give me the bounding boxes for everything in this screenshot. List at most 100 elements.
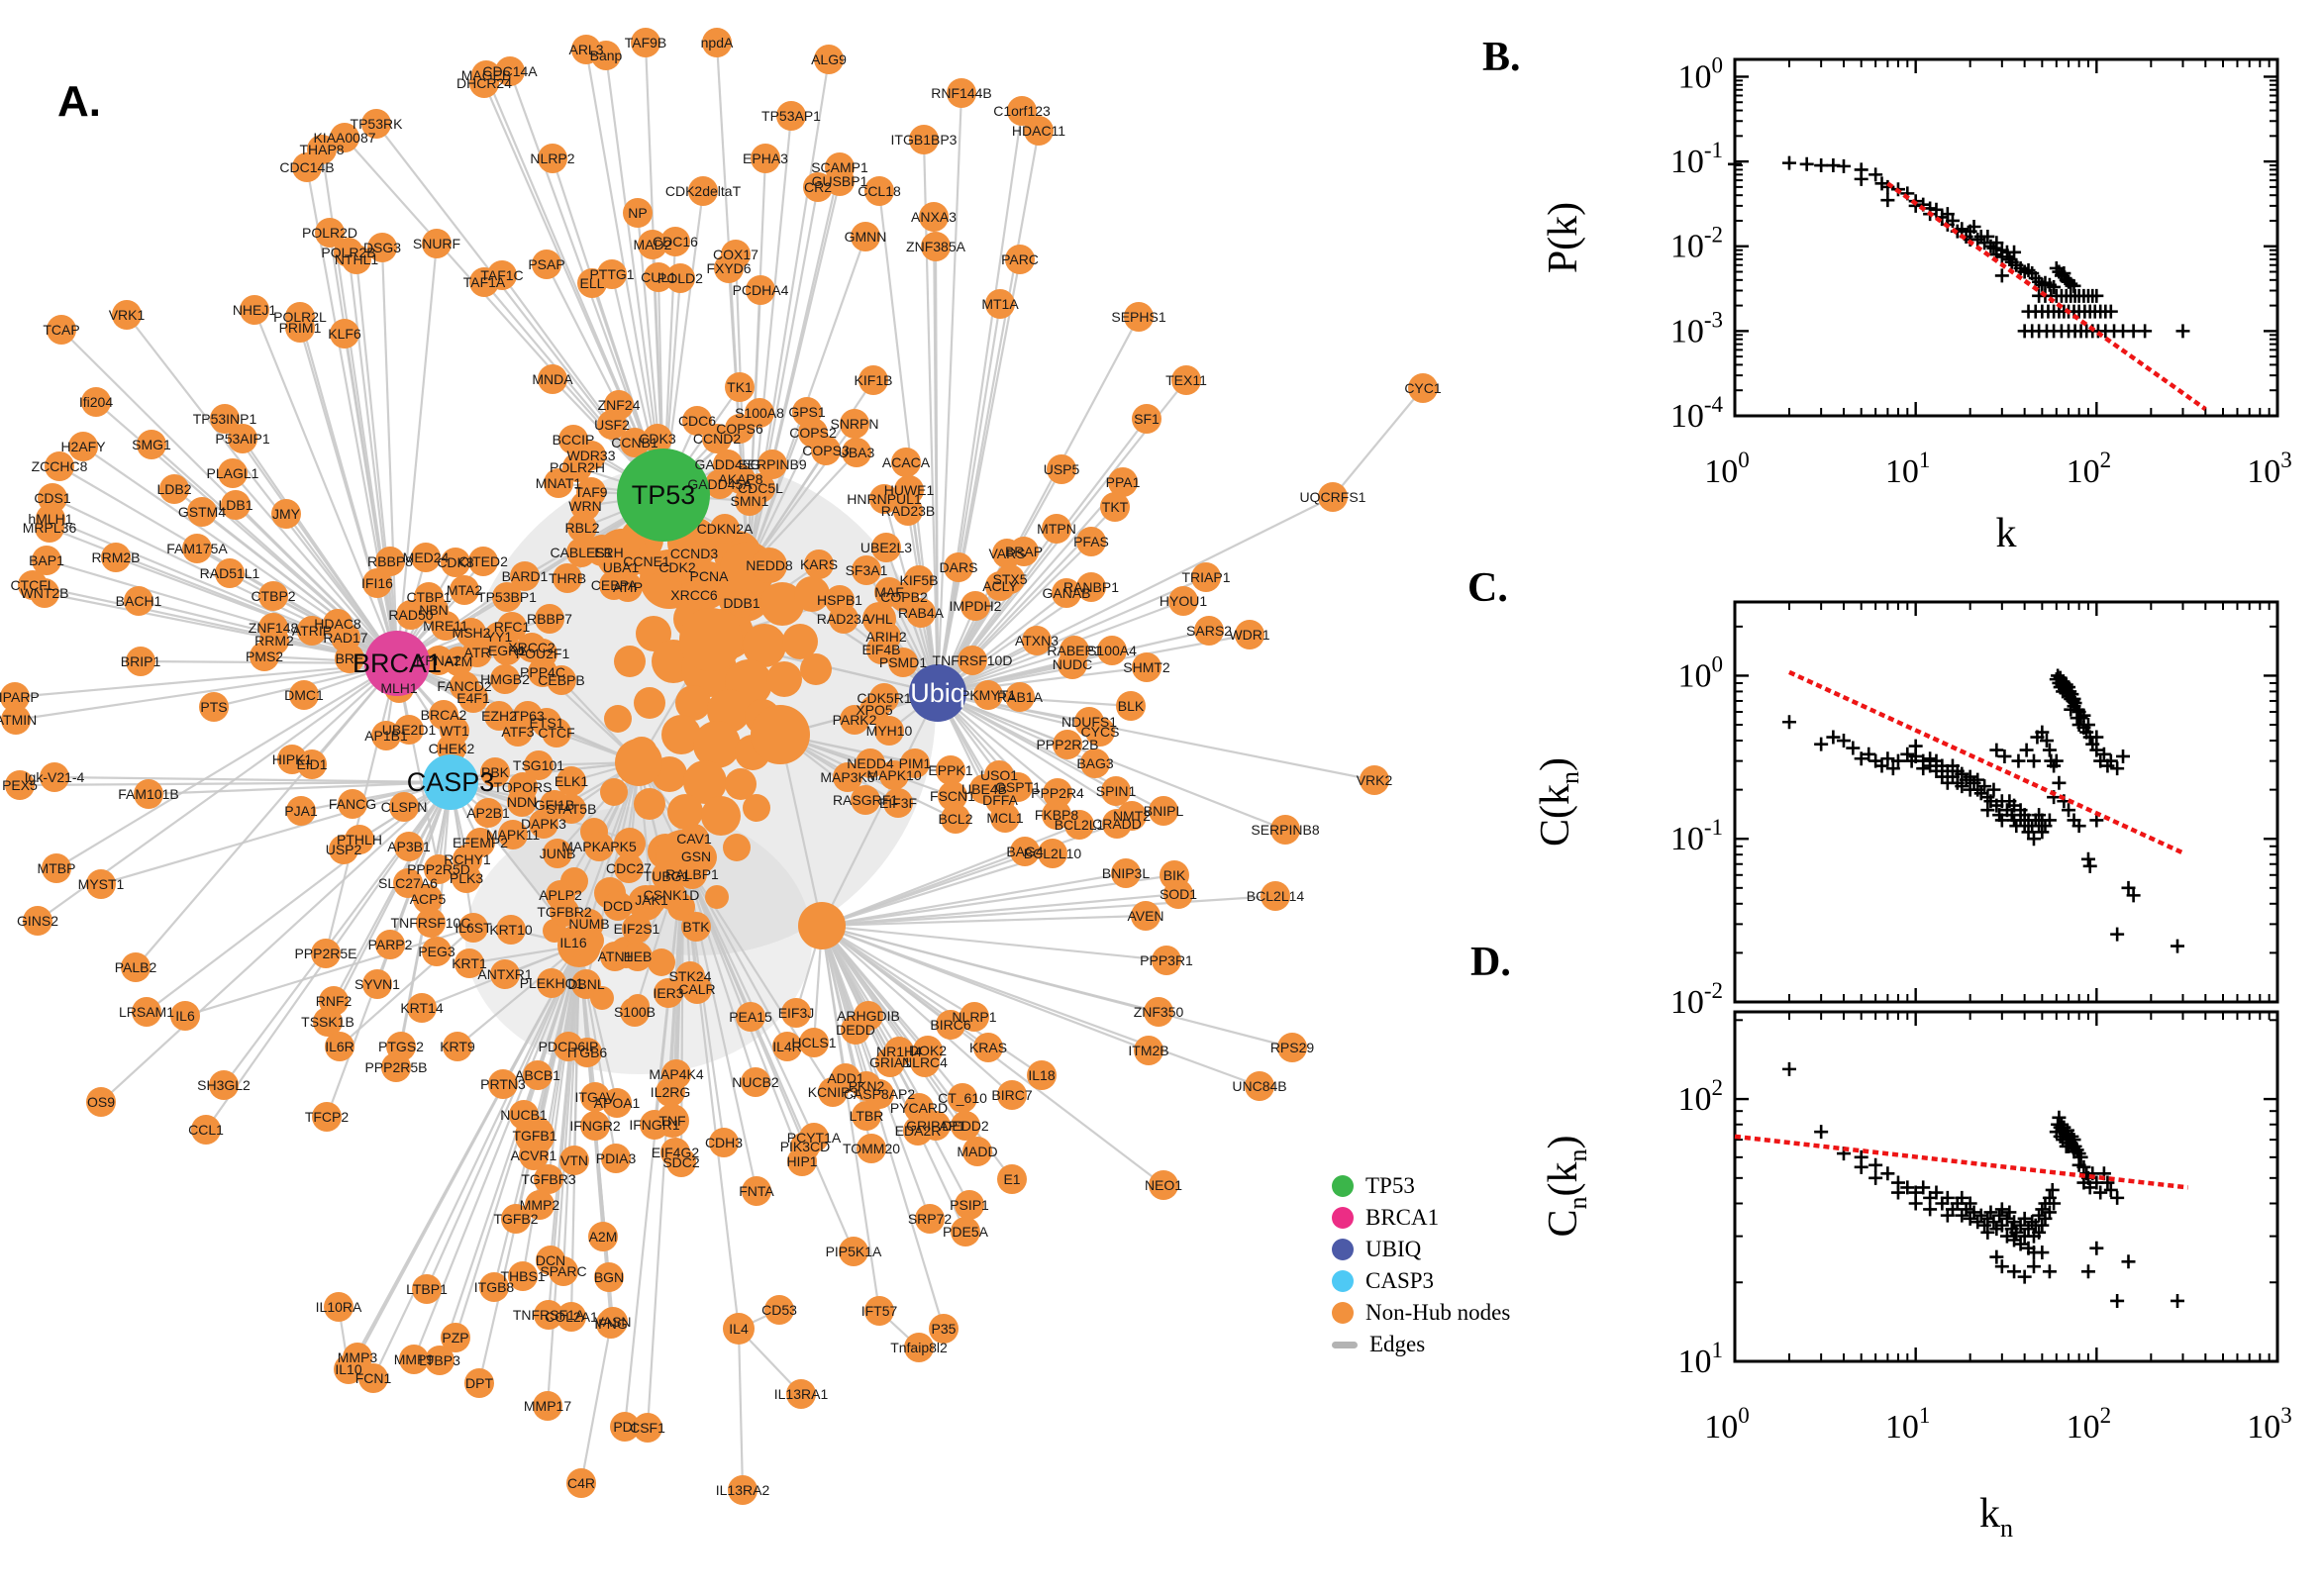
network-node-CSF1[interactable] xyxy=(633,1413,662,1443)
network-node-BGN[interactable] xyxy=(594,1262,624,1292)
network-node-BCL2L14[interactable] xyxy=(1261,881,1290,911)
network-node[interactable] xyxy=(782,624,818,659)
network-node-SERPINB8[interactable] xyxy=(1270,815,1300,845)
network-node-RFC1[interactable] xyxy=(497,612,527,642)
network-node-CCL18[interactable] xyxy=(864,176,894,206)
network-node-VRK1[interactable] xyxy=(112,300,142,330)
network-node-PSMD1[interactable] xyxy=(888,648,918,677)
network-node-CABLES1[interactable] xyxy=(566,538,596,567)
network-node-SPIN1[interactable] xyxy=(1101,776,1131,806)
network-node-LTBR[interactable] xyxy=(852,1101,881,1131)
network-node-MCL1[interactable] xyxy=(990,803,1020,833)
network-node-PPP2R5E[interactable] xyxy=(311,939,341,968)
network-node[interactable] xyxy=(675,685,711,721)
network-node-LDB2[interactable] xyxy=(159,474,189,504)
network-node-PJA1[interactable] xyxy=(286,796,316,826)
network-node-KLF6[interactable] xyxy=(330,319,359,349)
network-node-USP2[interactable] xyxy=(329,835,358,864)
network-node-TFCP2[interactable] xyxy=(312,1102,342,1132)
network-node-AP3B1[interactable] xyxy=(394,832,424,861)
network-node-IFI16[interactable] xyxy=(362,568,392,598)
network-node-DPT[interactable] xyxy=(464,1368,494,1398)
network-node-EID1[interactable] xyxy=(297,749,327,779)
network-node-NUDC[interactable] xyxy=(1058,649,1087,679)
network-node-MYST1[interactable] xyxy=(86,869,116,899)
network-node-EIF3F[interactable] xyxy=(883,788,913,818)
network-node-DAPK3[interactable] xyxy=(529,809,558,839)
network-node-FAM101B[interactable] xyxy=(134,779,163,809)
network-node-LTBP3[interactable] xyxy=(425,1346,454,1375)
network-node-MRPL36[interactable] xyxy=(35,513,64,543)
network-node-POLR2B[interactable] xyxy=(334,238,363,267)
network-node[interactable] xyxy=(798,902,846,949)
network-node-TIPARP[interactable] xyxy=(0,682,30,712)
network-node-USP5[interactable] xyxy=(1047,454,1076,484)
network-node-NEDD8[interactable] xyxy=(752,548,787,583)
network-node[interactable] xyxy=(794,576,830,612)
network-node-BAG3[interactable] xyxy=(1080,748,1110,778)
network-node-BCL2[interactable] xyxy=(941,804,970,834)
network-node-CDC14A[interactable] xyxy=(495,56,525,86)
network-node-IL13RA1[interactable] xyxy=(786,1379,816,1409)
network-node-AP1B1[interactable] xyxy=(371,721,401,750)
network-node[interactable] xyxy=(743,624,786,667)
network-node-IL13RA2[interactable] xyxy=(728,1475,758,1505)
network-node-DBNL[interactable] xyxy=(571,969,601,999)
network-node-FKBP8[interactable] xyxy=(1042,800,1071,830)
network-node-IFNGR1[interactable] xyxy=(640,1110,669,1140)
network-node[interactable] xyxy=(705,885,729,909)
network-node-CITED2[interactable] xyxy=(468,547,498,576)
network-node-IL4R[interactable] xyxy=(772,1032,802,1061)
network-node-TGFB2[interactable] xyxy=(501,1204,531,1234)
network-node-SPARC[interactable] xyxy=(549,1256,578,1286)
network-node-ATMIN[interactable] xyxy=(1,705,31,735)
network-node-TSG101[interactable] xyxy=(524,750,554,780)
network-node[interactable] xyxy=(723,834,751,861)
network-node-DMC1[interactable] xyxy=(289,680,319,710)
network-node-CAV1[interactable] xyxy=(679,824,709,853)
network-node-NUCB2[interactable] xyxy=(741,1067,770,1097)
network-node-EPHA3[interactable] xyxy=(751,144,780,173)
network-node-HEB[interactable] xyxy=(623,942,653,971)
network-node-CDK2deltaT[interactable] xyxy=(688,176,718,206)
network-node-BNIP3L[interactable] xyxy=(1111,858,1141,888)
network-node-UBE2D1[interactable] xyxy=(394,715,424,745)
hub-node-casp3[interactable] xyxy=(423,754,478,810)
network-node-WNT2B[interactable] xyxy=(30,578,59,608)
network-node-CDH3[interactable] xyxy=(709,1128,739,1157)
network-node-FANCG[interactable] xyxy=(338,789,367,819)
network-node-DCD[interactable] xyxy=(603,891,633,921)
network-node[interactable] xyxy=(600,778,628,806)
network-node-GRIA1[interactable] xyxy=(875,1047,905,1077)
network-node-MYH10[interactable] xyxy=(874,716,904,746)
network-node-LDB1[interactable] xyxy=(221,490,251,520)
network-node-GINS2[interactable] xyxy=(23,906,52,936)
network-node[interactable] xyxy=(683,760,727,804)
network-node-E1[interactable] xyxy=(997,1164,1027,1194)
network-node-CRADD[interactable] xyxy=(1102,809,1132,839)
network-node-HMGB2[interactable] xyxy=(490,664,520,694)
network-node-CT_610[interactable] xyxy=(948,1083,977,1113)
network-node-PLAGL1[interactable] xyxy=(218,458,248,488)
network-node-TK1[interactable] xyxy=(725,372,755,402)
network-node-FAM175A[interactable] xyxy=(182,534,212,563)
network-node-KRT14[interactable] xyxy=(407,993,437,1023)
network-node-PEX5[interactable] xyxy=(5,770,35,800)
network-node-GSTM4[interactable] xyxy=(187,497,217,527)
network-node-E4F1[interactable] xyxy=(458,683,488,713)
network-node-PEG3[interactable] xyxy=(422,937,452,966)
network-node-TNFRSF1A[interactable] xyxy=(534,1300,563,1330)
network-node-WRN[interactable] xyxy=(570,491,600,521)
network-node-IL6R[interactable] xyxy=(325,1032,354,1061)
network-node-CASP8AP2[interactable] xyxy=(864,1079,894,1109)
network-node-IL18[interactable] xyxy=(1027,1060,1057,1090)
network-node-DEDD2[interactable] xyxy=(951,1111,980,1141)
network-node-RPS29[interactable] xyxy=(1277,1033,1307,1062)
network-node-RAD23B[interactable] xyxy=(893,496,923,526)
network-node-TGFBR3[interactable] xyxy=(534,1164,563,1194)
network-node-TGFBR2[interactable] xyxy=(550,897,579,927)
network-node-PTS[interactable] xyxy=(199,692,229,722)
network-node-NDN[interactable] xyxy=(507,787,537,817)
network-node-NLRC4[interactable] xyxy=(910,1047,940,1077)
network-node[interactable] xyxy=(693,721,741,768)
